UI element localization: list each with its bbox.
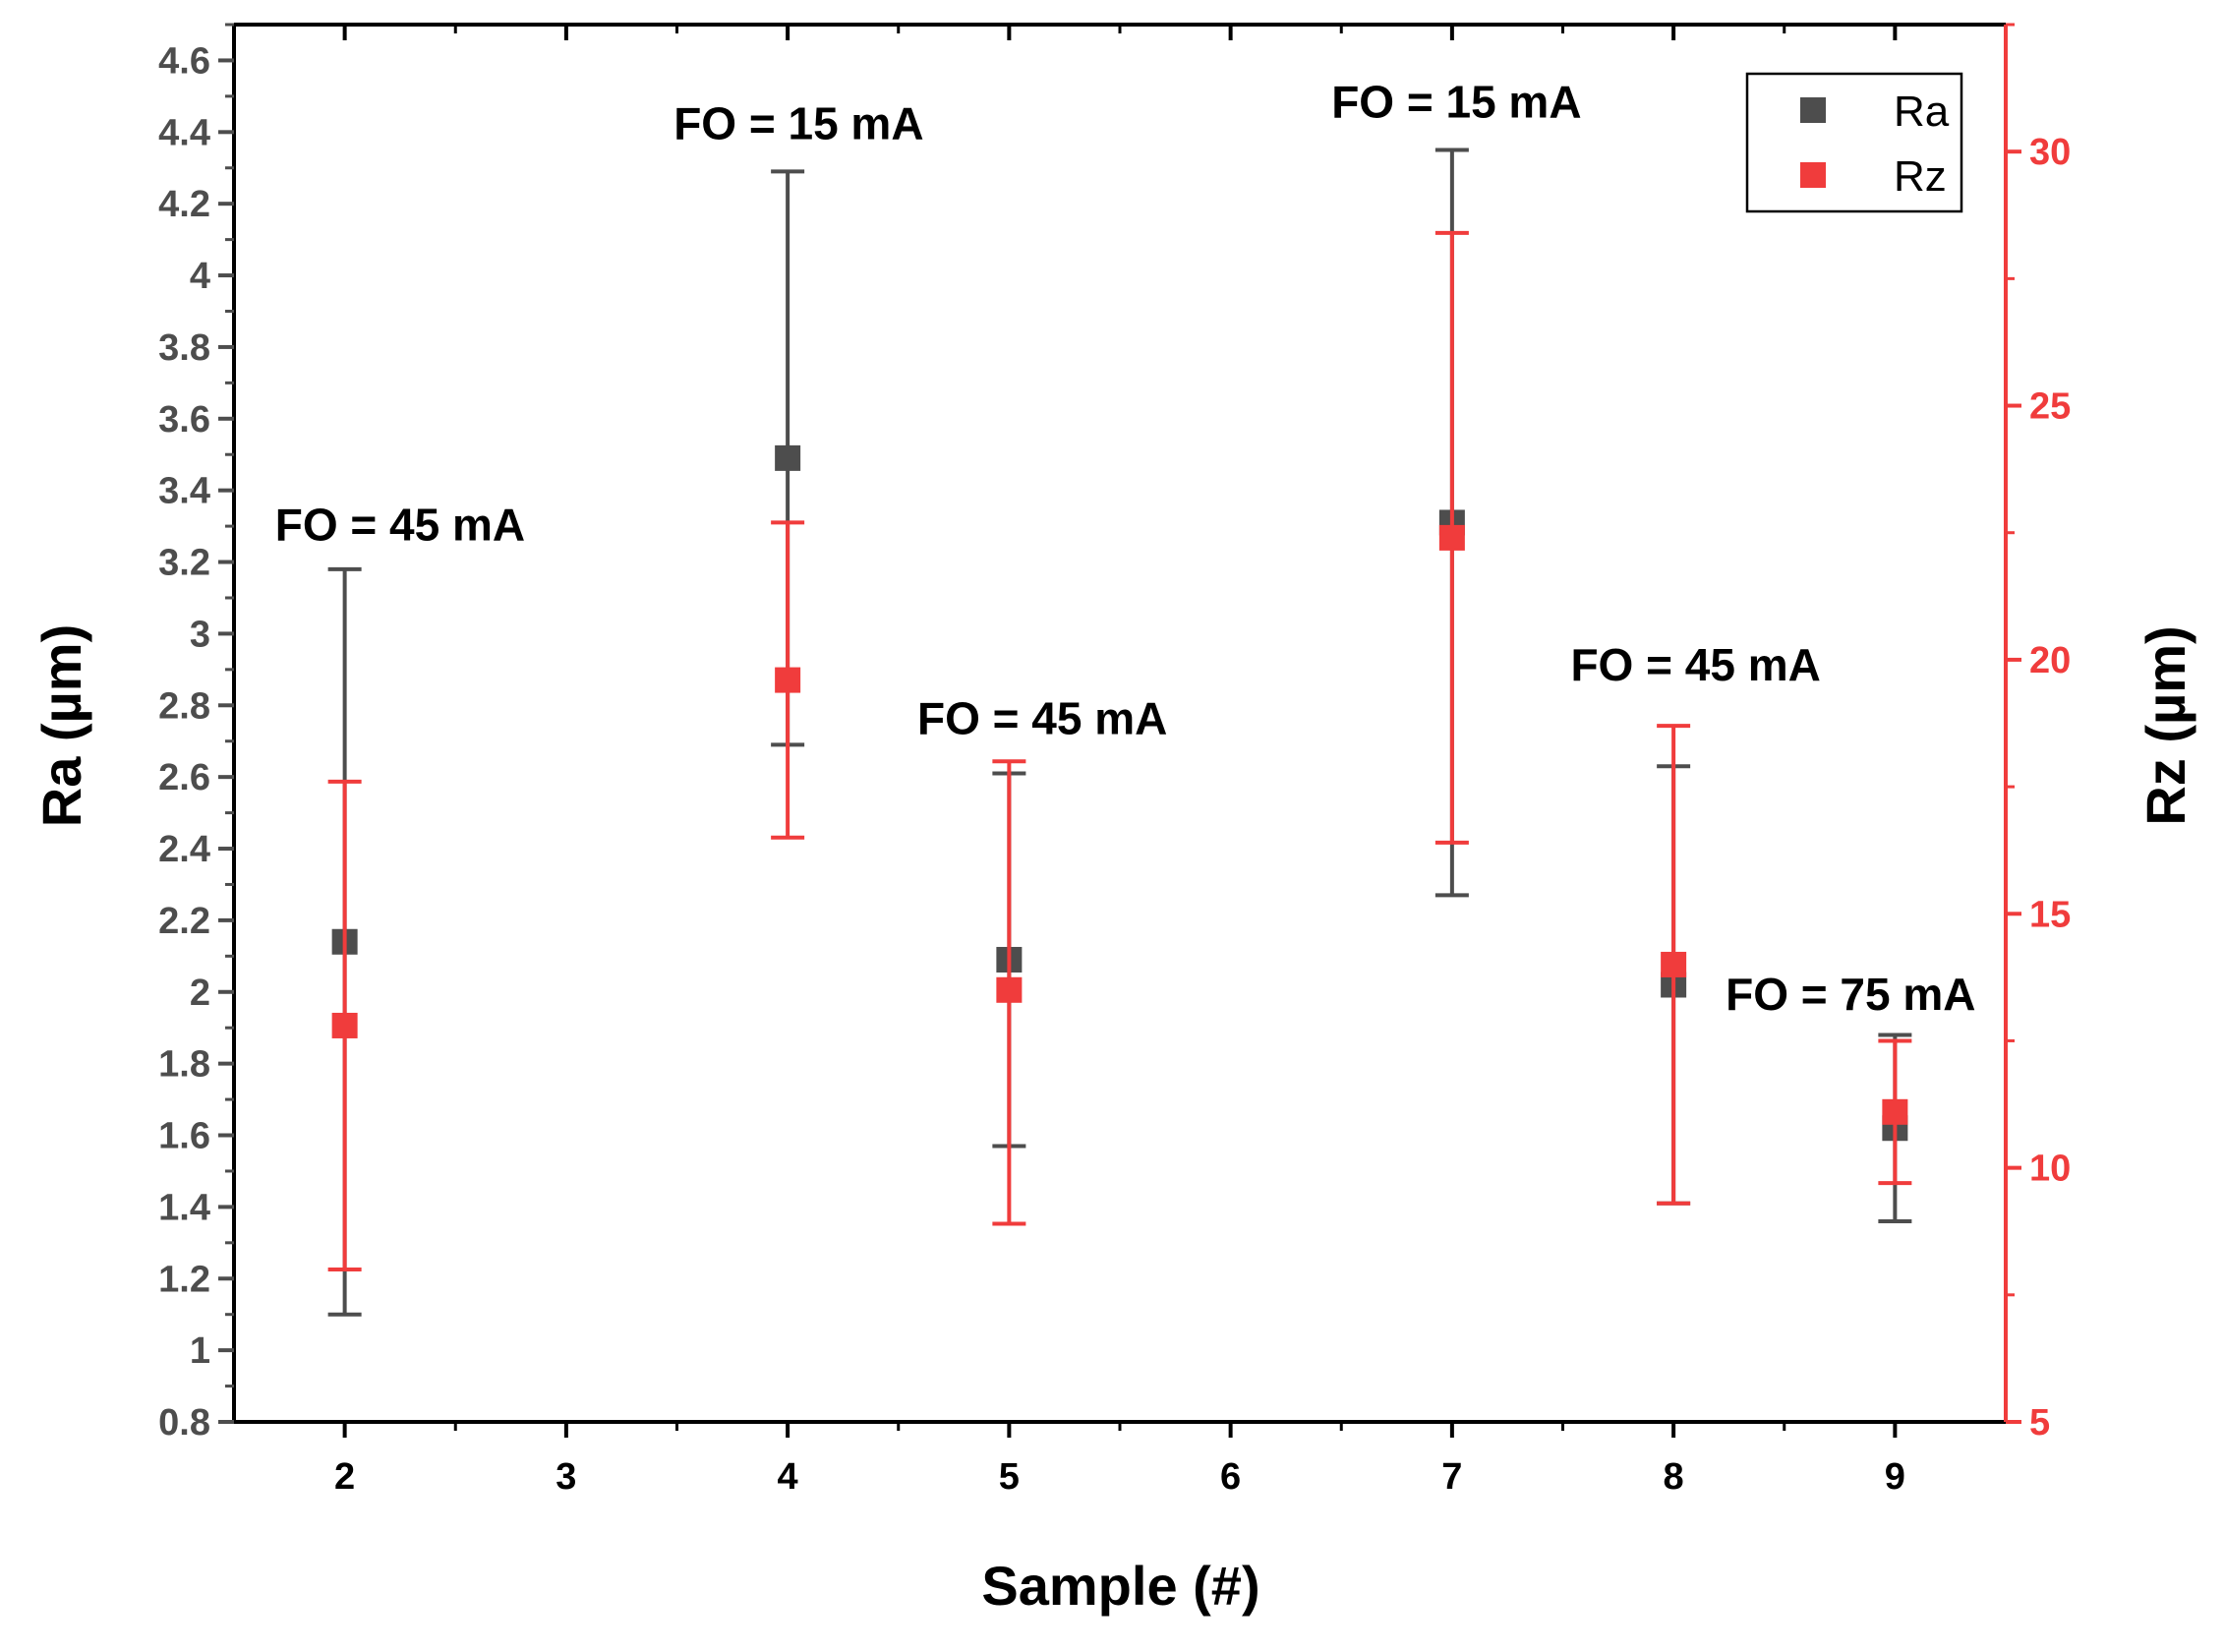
rz-point: [331, 1012, 358, 1038]
right-axis-tick-label: 10: [2029, 1149, 2071, 1190]
left-axis-tick-label: 2.8: [158, 685, 210, 727]
rz-point: [1661, 951, 1687, 977]
x-axis-tick-label: 2: [334, 1456, 355, 1498]
annotation-label: FO = 75 mA: [1726, 969, 1975, 1020]
left-axis-tick-label: 3.6: [158, 399, 210, 441]
left-axis: 0.8 1 1.2 1.4 1.6 1.8 2 2.2 2.4 2.6 2.8 3 3.2 3.4 3.6 3…: [158, 23, 234, 1444]
x-axis-tick-label: 3: [556, 1456, 576, 1498]
left-axis-tick-label: 2: [190, 973, 210, 1014]
legend-marker-rz: [1800, 162, 1826, 188]
legend-label-ra: Ra: [1894, 88, 1950, 136]
annotation-label: FO = 15 mA: [673, 98, 923, 149]
left-axis-tick-label: 1.2: [158, 1259, 210, 1300]
series-rz: [327, 230, 1912, 1271]
right-axis-tick-label: 20: [2029, 640, 2071, 681]
ra-point: [775, 444, 801, 471]
x-axis-tick-label: 7: [1441, 1456, 1462, 1498]
right-axis-title: Rz (µm): [2135, 625, 2196, 825]
left-axis-tick-label: 1: [190, 1330, 210, 1372]
left-axis-tick-label: 1.8: [158, 1044, 210, 1086]
left-axis-tick-label: 1.6: [158, 1116, 210, 1157]
x-axis-tick-label: 4: [778, 1456, 798, 1498]
left-axis-tick-label: 4.4: [158, 112, 210, 153]
rz-point: [1882, 1098, 1908, 1125]
left-axis-tick-label: 4.6: [158, 40, 210, 82]
left-axis-tick-label: 3.2: [158, 543, 210, 584]
rz-point: [775, 667, 801, 693]
left-axis-tick-label: 2.6: [158, 757, 210, 798]
rz-point: [996, 976, 1023, 1003]
annotation-label: FO = 45 mA: [275, 500, 525, 551]
x-axis-tick-label: 9: [1885, 1456, 1905, 1498]
x-axis: 2 3 4 5 6 7 8 9: [334, 25, 1905, 1498]
left-axis-tick-label: 0.8: [158, 1402, 210, 1444]
annotation-label: FO = 45 mA: [1570, 639, 1820, 690]
left-axis-tick-label: 4.2: [158, 184, 210, 225]
right-axis-tick-label: 15: [2029, 894, 2071, 935]
left-axis-tick-label: 1.4: [158, 1187, 210, 1228]
left-axis-title: Ra (µm): [30, 624, 92, 828]
right-axis: 5 10 15 20 25 30: [2004, 23, 2071, 1444]
x-axis-tick-label: 8: [1664, 1456, 1684, 1498]
x-axis-tick-label: 6: [1220, 1456, 1241, 1498]
left-axis-tick-label: 2.2: [158, 901, 210, 942]
annotation-label: FO = 15 mA: [1331, 77, 1581, 128]
x-axis-title: Sample (#): [981, 1555, 1259, 1617]
left-axis-tick-label: 3.4: [158, 471, 210, 512]
right-axis-tick-label: 30: [2029, 132, 2071, 173]
legend-box: [1745, 72, 1963, 213]
legend-label-rz: Rz: [1894, 152, 1947, 201]
legend: Ra Rz: [1745, 72, 1963, 213]
annotations: FO = 45 mA FO = 15 mA FO = 45 mA FO = 15 mA…: [275, 77, 1976, 1020]
left-axis-tick-label: 2.4: [158, 829, 210, 870]
annotation-label: FO = 45 mA: [917, 692, 1167, 743]
left-axis-tick-label: 4: [190, 256, 210, 297]
left-axis-tick-label: 3.8: [158, 327, 210, 369]
right-axis-tick-label: 5: [2029, 1402, 2050, 1444]
rz-point: [1438, 524, 1465, 551]
left-axis-tick-label: 3: [190, 614, 210, 655]
legend-marker-ra: [1800, 97, 1826, 123]
x-axis-tick-label: 5: [999, 1456, 1020, 1498]
right-axis-tick-label: 25: [2029, 386, 2071, 428]
